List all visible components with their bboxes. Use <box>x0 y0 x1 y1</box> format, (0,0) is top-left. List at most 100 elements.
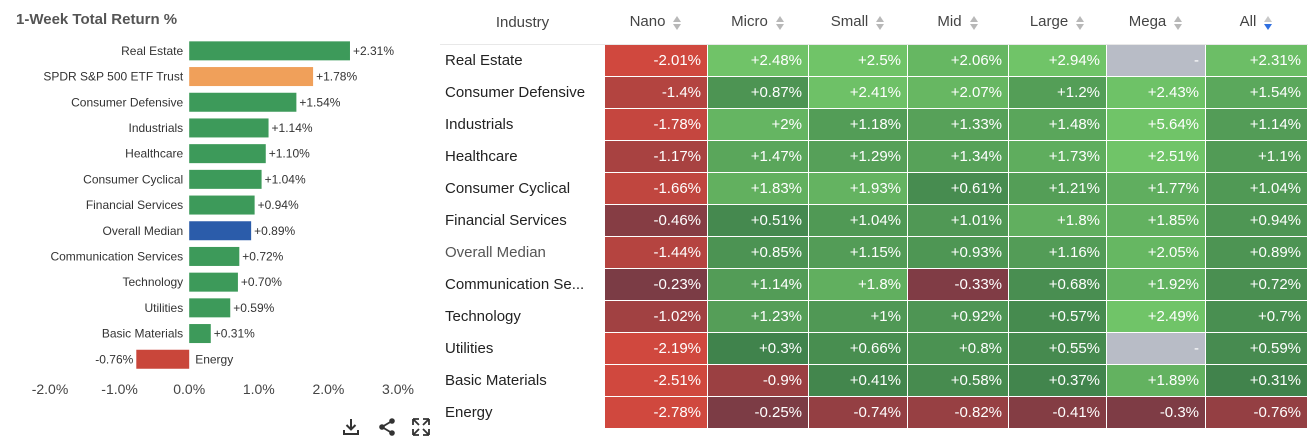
return-cell: +1.93% <box>808 172 908 205</box>
sort-icon[interactable] <box>876 15 885 31</box>
value-label: +0.94% <box>258 198 299 212</box>
column-header-all[interactable]: All <box>1205 0 1308 45</box>
sort-icon[interactable] <box>775 15 785 31</box>
return-cell: +2.5% <box>808 44 908 77</box>
return-cell: -0.33% <box>907 268 1009 301</box>
column-header-micro[interactable]: Micro <box>707 0 809 45</box>
return-cell: +0.31% <box>1205 364 1308 397</box>
sort-icon[interactable] <box>1076 15 1085 31</box>
return-cell: +0.55% <box>1008 332 1107 365</box>
column-header-mid[interactable]: Mid <box>907 0 1009 45</box>
bar <box>189 272 238 292</box>
bar <box>189 298 231 318</box>
column-header-label: Nano <box>629 13 666 31</box>
return-cell: +0.72% <box>1205 268 1308 301</box>
industry-name-cell: Technology <box>440 300 605 333</box>
category-label: Technology <box>122 275 183 289</box>
return-cell: +1.85% <box>1106 204 1206 237</box>
return-cell: +0.66% <box>808 332 908 365</box>
bar <box>189 118 269 138</box>
return-cell: +0.58% <box>907 364 1009 397</box>
return-cell: +1.23% <box>707 300 809 333</box>
industry-name-cell: Real Estate <box>440 44 605 77</box>
value-label: +1.78% <box>316 70 357 84</box>
return-cell: -1.66% <box>604 172 708 205</box>
return-cell: +0.37% <box>1008 364 1107 397</box>
return-cell: - <box>1106 332 1206 365</box>
table-row: Industrials -1.78% +2% +1.18% +1.33% +1.48% +5… <box>440 108 1308 141</box>
sort-icon[interactable] <box>673 15 682 31</box>
bar <box>189 67 314 87</box>
bar <box>189 246 240 266</box>
column-header-label: Small <box>830 13 869 31</box>
bar <box>189 195 255 215</box>
return-cell: +1.8% <box>808 268 908 301</box>
return-cell: +2.31% <box>1205 44 1308 77</box>
category-label: Industrials <box>128 121 183 135</box>
return-cell: +1% <box>808 300 908 333</box>
x-tick-label: 2.0% <box>312 381 344 397</box>
x-tick-label: -2.0% <box>32 381 69 397</box>
column-header-large[interactable]: Large <box>1008 0 1107 45</box>
return-cell: +2.49% <box>1106 300 1206 333</box>
return-cell: +1.89% <box>1106 364 1206 397</box>
table-row: Basic Materials -2.51% -0.9% +0.41% +0.58% +0… <box>440 364 1308 397</box>
column-header-small[interactable]: Small <box>808 0 908 45</box>
return-cell: +1.29% <box>808 140 908 173</box>
table-row: Utilities -2.19% +0.3% +0.66% +0.8% +0.55% - +0… <box>440 332 1308 365</box>
return-cell: +2.94% <box>1008 44 1107 77</box>
return-cell: +1.21% <box>1008 172 1107 205</box>
x-tick-label: 0.0% <box>173 381 205 397</box>
return-cell: +1.1% <box>1205 140 1308 173</box>
category-label: Energy <box>195 352 233 366</box>
return-cell: +1.34% <box>907 140 1009 173</box>
return-cell: -0.46% <box>604 204 708 237</box>
download-icon[interactable] <box>340 416 362 438</box>
expand-icon[interactable] <box>410 416 432 438</box>
sort-icon[interactable] <box>1264 15 1273 31</box>
column-header-nano[interactable]: Nano <box>604 0 708 45</box>
table-row: Consumer Cyclical -1.66% +1.83% +1.93% +0.61… <box>440 172 1308 205</box>
return-cell: +0.3% <box>707 332 809 365</box>
return-cell: +2.07% <box>907 76 1009 109</box>
table-row: Energy -2.78% -0.25% -0.74% -0.82% -0.41% -0.3… <box>440 396 1308 429</box>
industry-name-cell: Communication Se... <box>440 268 605 301</box>
category-label: Healthcare <box>125 147 183 161</box>
industry-name-cell: Financial Services <box>440 204 605 237</box>
value-label: +1.14% <box>272 121 313 135</box>
value-label: +1.04% <box>265 172 306 186</box>
bar <box>189 41 350 61</box>
return-cell: +1.47% <box>707 140 809 173</box>
return-cell: +1.04% <box>1205 172 1308 205</box>
table-row: Consumer Defensive -1.4% +0.87% +2.41% +2.07… <box>440 76 1308 109</box>
category-label: Real Estate <box>121 44 183 58</box>
return-cell: -1.78% <box>604 108 708 141</box>
return-cell: -0.41% <box>1008 396 1107 429</box>
category-label: Basic Materials <box>102 327 183 341</box>
bar <box>136 349 190 369</box>
return-cell: +1.54% <box>1205 76 1308 109</box>
return-cell: +0.59% <box>1205 332 1308 365</box>
share-icon[interactable] <box>376 416 398 438</box>
sort-icon[interactable] <box>969 15 979 31</box>
return-cell: -1.17% <box>604 140 708 173</box>
return-cell: +1.14% <box>707 268 809 301</box>
industry-name-cell: Consumer Defensive <box>440 76 605 109</box>
industry-name-cell: Healthcare <box>440 140 605 173</box>
return-cell: +0.61% <box>907 172 1009 205</box>
return-cell: -0.82% <box>907 396 1009 429</box>
industry-name-cell: Consumer Cyclical <box>440 172 605 205</box>
value-label: +0.59% <box>233 301 274 315</box>
bar <box>189 221 252 241</box>
chart-title: 1-Week Total Return % <box>16 11 177 28</box>
column-header-mega[interactable]: Mega <box>1106 0 1206 45</box>
return-cell: -0.76% <box>1205 396 1308 429</box>
value-label: +1.54% <box>299 95 340 109</box>
return-cell: +0.85% <box>707 236 809 269</box>
sort-icon[interactable] <box>1174 15 1183 31</box>
bar-chart-panel: 1-Week Total Return % Real Estate +2.31% S… <box>0 0 440 441</box>
category-label: Overall Median <box>102 224 183 238</box>
return-cell: +0.68% <box>1008 268 1107 301</box>
bar <box>189 324 211 344</box>
return-cell: +1.04% <box>808 204 908 237</box>
